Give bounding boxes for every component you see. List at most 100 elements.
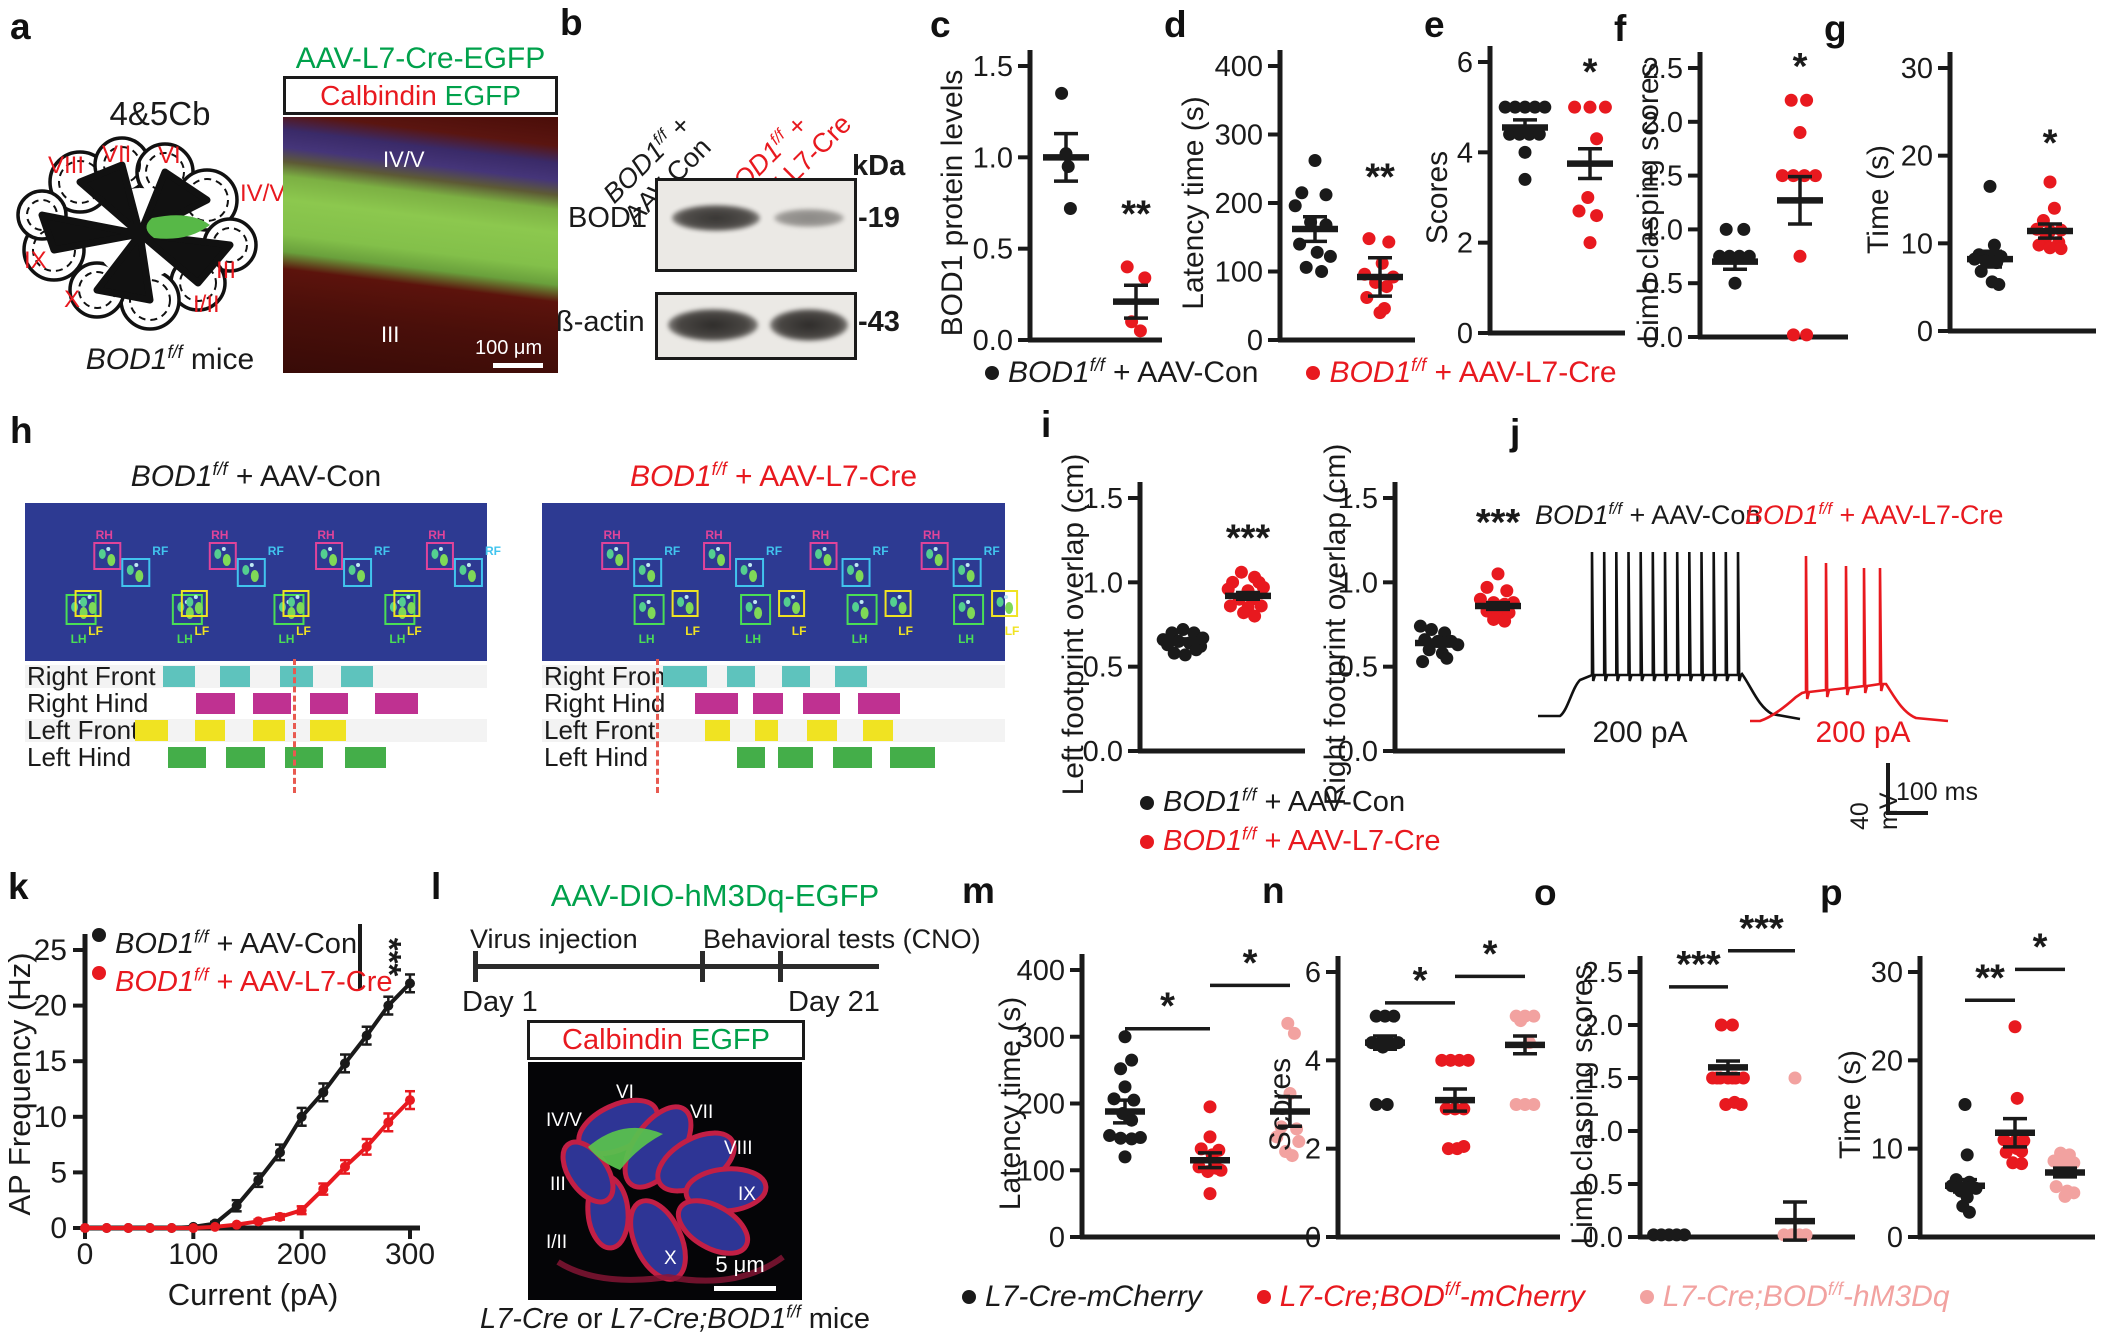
ellipse-el (860, 607, 869, 619)
div-el: Left Front (542, 715, 1005, 745)
virus-title: AAV-L7-Cre-EGFP (295, 42, 546, 75)
panel-label-a: a (10, 6, 31, 47)
gait-bar-grn (832, 747, 873, 768)
timeline-tick (778, 951, 783, 982)
circle-el (1369, 1098, 1383, 1111)
text-el: III (550, 1174, 566, 1195)
circle-el (1203, 1100, 1217, 1114)
ellipse-el (855, 570, 864, 582)
sup-el: f/f (1241, 823, 1257, 844)
text-el: 6 (1457, 47, 1473, 79)
div-el: Left Hind (542, 742, 1005, 772)
text-el: 4 (1457, 137, 1473, 169)
ellipse-el (967, 607, 976, 619)
panel-label-d: d (1164, 4, 1187, 45)
circle-el (406, 595, 411, 599)
text-el: RF (766, 544, 782, 558)
text-el: Latency time (s) (1177, 96, 1210, 309)
text-el: 25 (34, 934, 67, 967)
circle-el (1055, 86, 1069, 100)
circle-el (1532, 127, 1546, 141)
circle-el (253, 1175, 264, 1186)
span-el: BOD1f/f + AAV-L7-Cre (115, 964, 393, 998)
i-el: -mCherry (1459, 1280, 1585, 1313)
dreadd-mice-caption: L7-Cre or L7-Cre;BOD1f/f mice (479, 1301, 871, 1335)
circle-el (2010, 1091, 2024, 1105)
gait-bar-yellow (755, 720, 779, 741)
plot-time: 0 10 20 30 Time (s) * (1862, 52, 2096, 348)
circle-el (1061, 159, 1075, 173)
circle-el (2047, 201, 2061, 215)
gait-bar-magenta (802, 693, 840, 714)
text-el: 0 (1457, 318, 1473, 350)
circle-el (404, 1095, 415, 1106)
text-el: X (664, 1248, 677, 1269)
panel-label-h: h (10, 410, 33, 451)
sup-el: f/f (1444, 1279, 1460, 1299)
circle-el (1725, 1018, 1739, 1032)
circle-el (1793, 249, 1807, 263)
rect-el (953, 594, 985, 625)
circle-el (1983, 179, 1997, 193)
gait-reference-line (656, 659, 659, 793)
circle-el (339, 1161, 350, 1172)
circle-el (328, 547, 333, 551)
circle-el (1728, 276, 1742, 290)
text-el: LH (852, 632, 868, 646)
panel-label-c: c (930, 4, 951, 45)
text-el: 0.5 (1338, 652, 1378, 684)
text-el: 1.0 (1338, 567, 1378, 599)
footprint-title-right: BOD1f/f + AAV-L7-Cre (629, 459, 918, 493)
rect-el (740, 594, 772, 625)
circle-el (1527, 1098, 1541, 1111)
panel-label-o: o (1534, 872, 1557, 913)
ellipse-el (745, 602, 753, 612)
span-el: BOD1f/f + AAV-Con (1140, 786, 1441, 819)
ellipse-el (287, 607, 296, 619)
circle-el (166, 1223, 177, 1233)
text-el: * (1583, 52, 1598, 94)
cerebellum-diagram (16, 136, 258, 331)
circle-el (1568, 100, 1582, 114)
text-el: LF (898, 624, 913, 638)
text-el: Latency time (s) (994, 997, 1027, 1210)
circle-el (1380, 280, 1394, 294)
rect-el (453, 558, 483, 587)
text-el: 0 (77, 1238, 94, 1271)
scatter-group-black (1945, 1098, 1985, 1219)
text-el: 0.5 (1643, 268, 1683, 300)
text-el: ** (1975, 957, 2005, 999)
text-el: 2 (1305, 1134, 1321, 1166)
gait-bar-grn (736, 747, 765, 768)
circle-el (2008, 1020, 2022, 1034)
text-el: * (1243, 942, 1258, 984)
path-el (556, 1254, 785, 1284)
sup-el: f/f (1241, 784, 1257, 805)
rect-el (121, 558, 151, 587)
text-el: * (1793, 46, 1808, 88)
circle-el (1598, 100, 1612, 114)
text-el: * (2043, 123, 2058, 165)
sup-el: f/f (193, 926, 209, 947)
text-el: 1.5 (973, 51, 1013, 83)
text-el: RH (923, 528, 940, 542)
ap-traces (1538, 551, 1949, 723)
circle-el (1004, 595, 1009, 599)
text-el: 100 (1215, 257, 1263, 289)
circle-el (101, 1223, 112, 1233)
scatter-group-red (1775, 93, 1823, 342)
gait-bar-teal (662, 666, 707, 687)
gait-bar-teal (835, 666, 868, 687)
rect-el (425, 542, 454, 570)
text-el: RF (152, 544, 168, 558)
circle-el (209, 1221, 220, 1232)
circle-el (1518, 172, 1532, 186)
legend-footprint: BOD1f/f + AAV-Con BOD1f/f + AAV-L7-Cre (1140, 786, 1441, 858)
panel-label-f: f (1614, 8, 1627, 49)
circle-el (231, 1219, 242, 1230)
rect-el (542, 503, 1005, 661)
text-el: 20 (1871, 1045, 1903, 1077)
circle-el (87, 595, 92, 599)
